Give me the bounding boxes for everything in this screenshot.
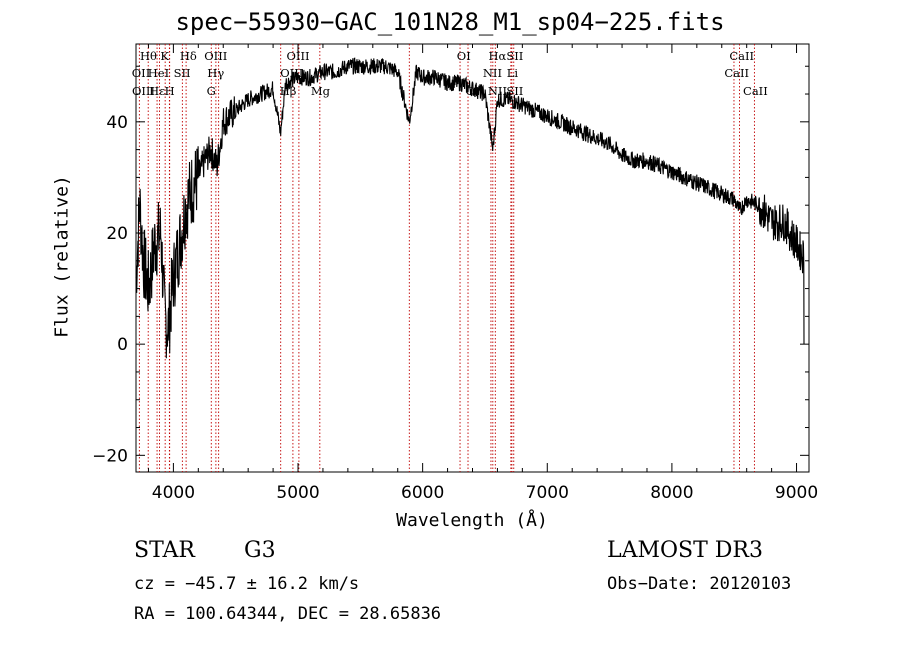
line-label-25: CaII [724,66,749,80]
spectrum-line [135,57,805,359]
y-tick-label-0: −20 [92,446,128,466]
y-tick-label-2: 20 [106,224,128,244]
line-label-12: OIII [286,49,309,63]
y-tick-label-3: 40 [106,113,128,133]
line-label-6: H [165,84,175,98]
line-label-7: SII [174,66,191,80]
line-label-19: SII [506,49,523,63]
line-label-26: CaII [743,84,768,98]
line-label-5: Hε [149,84,165,98]
x-tick-label-8000: 8000 [650,483,693,503]
line-label-13: OIII [280,66,303,80]
line-labels: Hθ OII OIII K HeI Hε H SII Hδ OIII Hγ G OIII OIII Hβ Mg… [132,49,768,98]
x-tick-label-5000: 5000 [276,483,319,503]
y-axis-label: Flux (relative) [51,175,73,338]
x-tick-label-7000: 7000 [526,483,569,503]
ra-dec-coordinates: RA = 100.64344, DEC = 28.65836 [134,604,442,624]
x-axis-label: Wavelength (Å) [396,510,548,531]
line-label-24: CaII [729,49,754,63]
line-label-22: NII [488,84,507,98]
line-label-10: Hγ [207,66,224,80]
observation-date: Obs−Date: 20120103 [607,574,792,594]
object-type: STAR [134,538,195,563]
line-label-21: Li [507,66,519,80]
line-label-4: HeI [148,66,169,80]
line-label-23: SII [506,84,523,98]
subclass: G3 [244,538,276,563]
line-label-9: OIII [204,49,227,63]
line-label-15: Mg [311,84,331,98]
x-tick-label-6000: 6000 [401,483,444,503]
line-label-3: K [160,49,169,63]
line-label-1: OII [132,66,151,80]
line-label-16: OI [457,49,471,63]
survey-name: LAMOST DR3 [607,538,763,563]
line-label-0: Hθ [140,49,157,63]
line-label-2: OIII [132,84,155,98]
line-label-8: Hδ [180,49,197,63]
line-label-20: NII [483,66,502,80]
x-tick-label-4000: 4000 [152,483,195,503]
redshift-value: cz = −45.7 ± 16.2 km/s [134,574,360,594]
y-tick-label-1: 0 [117,335,128,355]
axis-ticks: 4000 5000 6000 7000 8000 9000 −20 0 20 40 [92,44,818,503]
line-label-17: OI [466,84,480,98]
chart-title: spec−55930−GAC_101N28_M1_sp04−225.fits [175,8,725,36]
line-label-14: Hβ [280,84,297,98]
x-tick-label-9000: 9000 [775,483,818,503]
line-label-11: G [207,84,216,98]
emission-lines [138,44,755,472]
line-label-18: Hα [489,49,507,63]
